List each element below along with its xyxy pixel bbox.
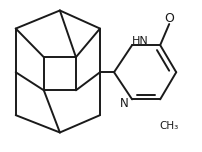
Text: N: N [120,97,128,110]
Text: O: O [164,12,174,24]
Text: HN: HN [132,36,148,46]
Text: CH₃: CH₃ [160,121,179,131]
